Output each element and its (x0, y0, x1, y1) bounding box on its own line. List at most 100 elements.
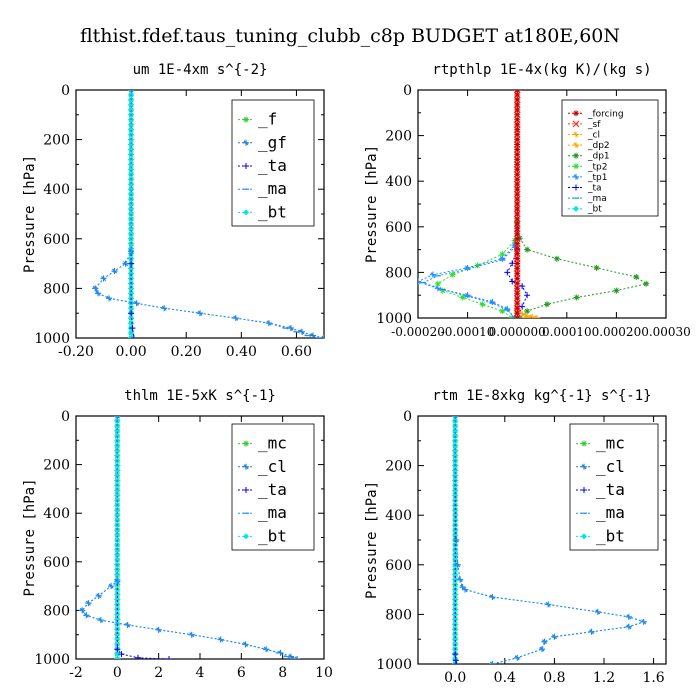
series-point-_ta (453, 661, 460, 664)
series-point-_gf (321, 335, 324, 338)
series-point-_bt (452, 636, 459, 643)
series-point-_forcing (514, 205, 521, 212)
series-point-_tp2 (479, 301, 486, 308)
legend-label-_forcing: _forcing (587, 109, 624, 119)
figure-title: flthist.fdef.taus_tuning_clubb_c8p BUDGE… (80, 25, 620, 47)
legend-marker-_ta (573, 184, 579, 191)
series-line-_ta (116, 416, 170, 659)
x-tick-label: -0.20 (58, 344, 94, 360)
series-point-_bt (452, 492, 459, 499)
legend-label-_tp2: _tp2 (587, 162, 607, 172)
series-group (452, 416, 647, 664)
legend-label-_tp1: _tp1 (587, 173, 607, 183)
series-point-_forcing (514, 101, 521, 108)
series-point-_forcing (514, 225, 521, 232)
y-tick-label: 1000 (34, 331, 70, 347)
series-point-_bt (128, 186, 135, 193)
legend-label-_sf: _sf (587, 120, 601, 130)
series-point-_bt (114, 536, 121, 543)
series-point-_tp2 (434, 280, 441, 287)
panel-um: um 1E-4xm s^{-2} Pressure [hPa] 0 200 400 600… (22, 62, 325, 360)
series-point-_forcing (514, 131, 521, 138)
series-point-_bt (452, 427, 459, 434)
series-point-_bt (128, 201, 135, 208)
x-tick-label: 2 (154, 665, 163, 681)
legend-marker-_ta (243, 163, 249, 169)
panel-title: thlm 1E-5xK s^{-1} (124, 388, 276, 404)
series-point-_ta (130, 335, 137, 338)
series-point-_bt (452, 631, 459, 638)
series-point-_tp2 (439, 287, 446, 294)
y-tick-label: 800 (385, 265, 412, 281)
legend-label-_cl: _cl (587, 131, 600, 141)
series-point-_tp1 (434, 285, 441, 292)
legend-label-_f: _f (258, 110, 277, 129)
x-tick-label: 0.60 (281, 344, 312, 360)
legend-label-_cl: _cl (258, 457, 287, 476)
series-point-_bt (128, 225, 135, 232)
series-point-_forcing (514, 156, 521, 163)
series-point-_forcing (514, 295, 521, 302)
y-tick-label: 200 (43, 458, 70, 474)
series-point-_dp1 (643, 280, 650, 287)
legend-label-_gf: _gf (258, 133, 287, 152)
series-point-_forcing (514, 250, 521, 257)
legend-label-_ta: _ta (258, 480, 287, 499)
series-point-_forcing (514, 201, 521, 207)
series-point-_tp2 (474, 262, 481, 269)
series-point-_forcing (514, 171, 521, 178)
series-point-_dp1 (593, 264, 600, 271)
y-tick-label: 1000 (376, 311, 412, 327)
series-point-_dp1 (613, 287, 620, 294)
series-group (79, 416, 301, 659)
series-point-_bt (452, 571, 459, 578)
series-point-_bt (128, 146, 135, 153)
y-tick-label: 0 (61, 409, 70, 425)
series-point-_bt (114, 591, 121, 598)
series-point-_tp1 (429, 271, 436, 278)
series-point-_bt (128, 206, 135, 213)
series-point-_forcing (514, 176, 521, 183)
series-point-_bt (128, 230, 135, 237)
panel-title: rtpthlp 1E-4x(kg K)/(kg s) (432, 62, 651, 78)
x-tick-label: 0.40 (226, 344, 257, 360)
y-tick-label: 200 (385, 129, 412, 145)
y-axis-label: Pressure [hPa] (22, 478, 38, 596)
series-point-_bt (114, 507, 121, 514)
y-tick-label: 200 (385, 459, 412, 475)
y-tick-label: 200 (43, 133, 70, 149)
series-line-_ta (454, 416, 457, 664)
series-line-_ma (454, 416, 646, 664)
series-point-_forcing (514, 285, 521, 292)
legend-marker-_tp1 (573, 173, 579, 180)
series-point-_bt (114, 447, 121, 454)
legend-marker-_mc (243, 440, 249, 447)
series-point-_ta (114, 646, 121, 653)
series-point-_forcing (514, 310, 521, 317)
series-point-_bt (114, 492, 121, 499)
legend-label-_dp1: _dp1 (587, 152, 610, 162)
series-point-_bt (128, 265, 135, 272)
series-point-_ta (504, 269, 511, 276)
y-tick-label: 600 (43, 232, 70, 248)
legend-label-_ma: _ma (258, 179, 287, 198)
series-point-_bt (114, 616, 121, 623)
series-point-_forcing (514, 196, 521, 203)
x-tick-label: 0.0 (444, 670, 466, 686)
x-tick-label: 0.00010 (542, 325, 592, 339)
y-tick-label: 1000 (34, 652, 70, 668)
series-point-_bt (114, 631, 121, 638)
series-point-_forcing (514, 210, 521, 217)
series-point-_forcing (514, 255, 521, 262)
y-tick-label: 800 (43, 281, 70, 297)
series-point-_bt (128, 141, 135, 148)
series-point-_forcing (514, 280, 521, 287)
panel-title: um 1E-4xm s^{-2} (133, 62, 268, 78)
series-point-_bt (128, 161, 135, 168)
series-point-_ta (129, 325, 136, 332)
series-point-_dp2 (524, 313, 531, 318)
legend-label-_dp2: _dp2 (587, 141, 610, 151)
series-point-_forcing (514, 300, 521, 307)
x-tick-label: -0.00010 (441, 325, 495, 339)
